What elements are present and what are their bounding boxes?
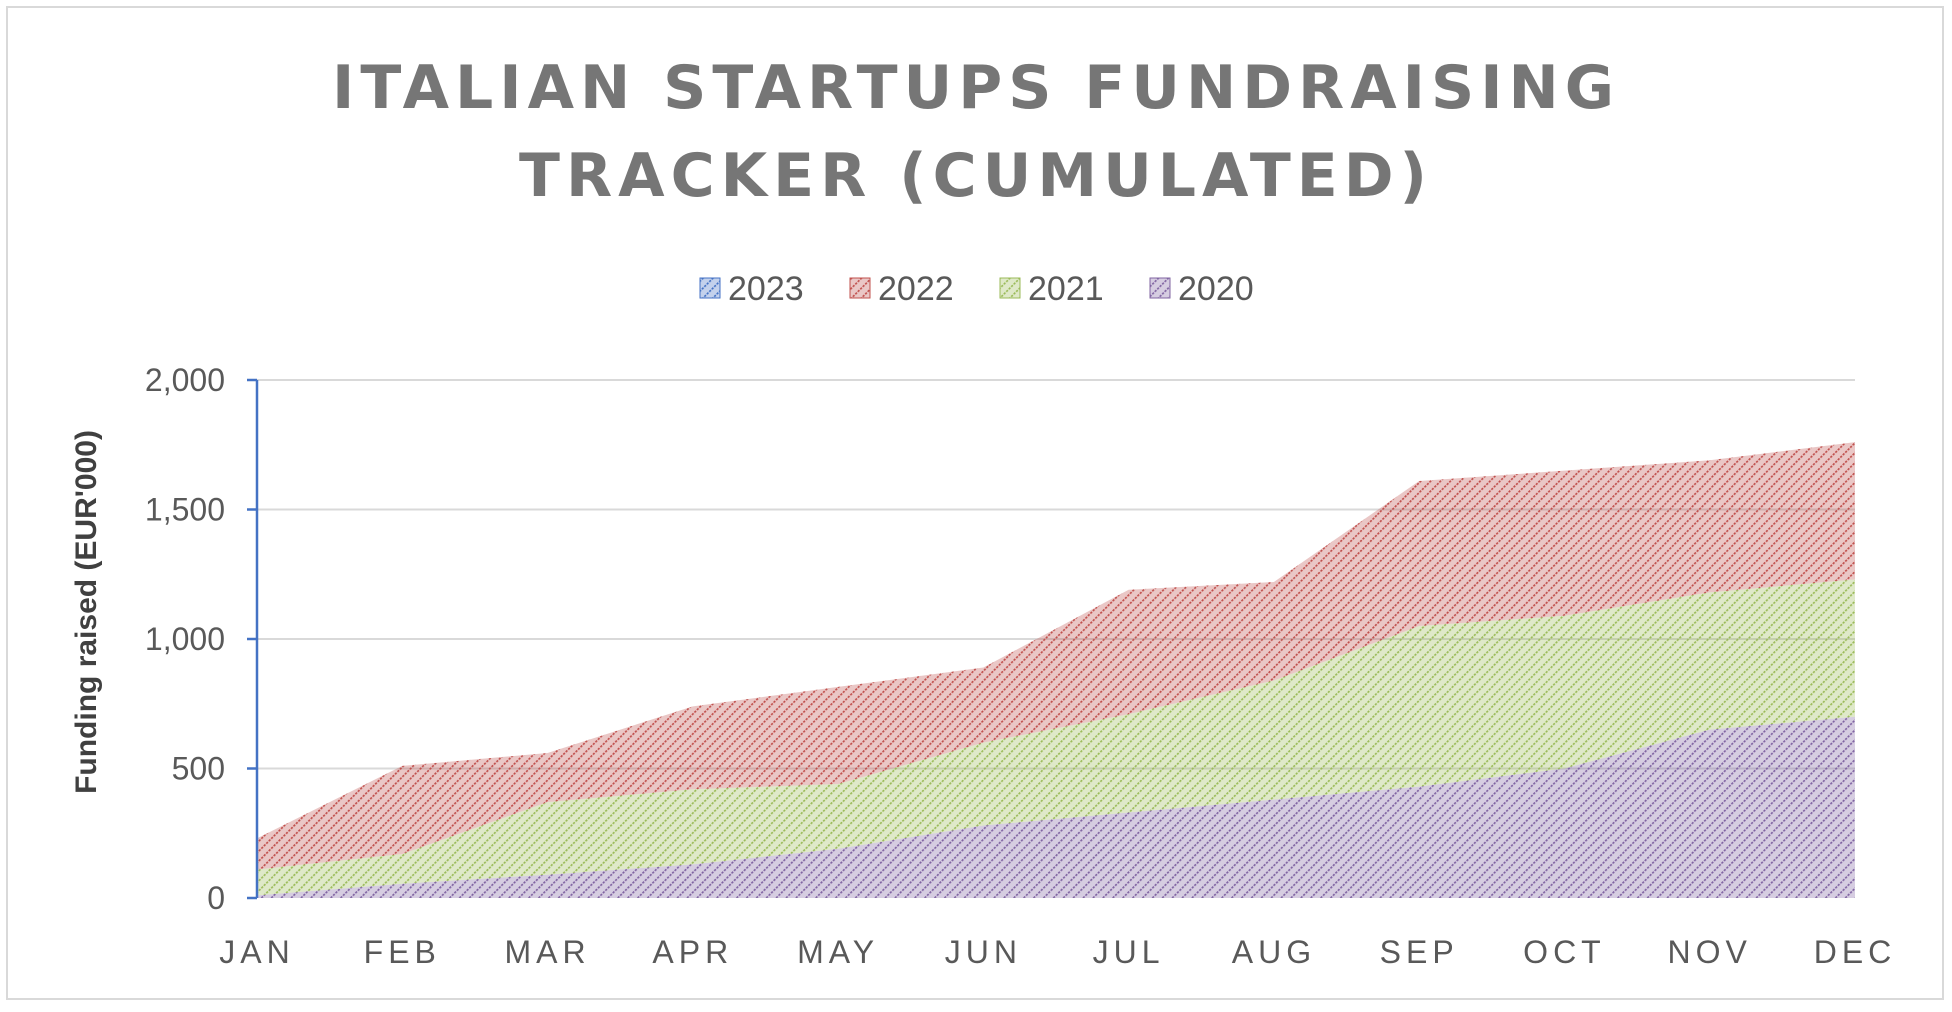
x-tick-label-aug: AUG: [1232, 934, 1316, 970]
x-tick-label-may: MAY: [797, 934, 879, 970]
x-tick-label-sep: SEP: [1380, 934, 1459, 970]
legend-label-2020: 2020: [1178, 270, 1254, 308]
legend-label-2022: 2022: [878, 270, 954, 308]
x-tick-label-nov: NOV: [1668, 934, 1752, 970]
chart-title-line-1: ITALIAN STARTUPS FUNDRAISING: [332, 53, 1620, 123]
x-tick-label-feb: FEB: [364, 934, 441, 970]
area-series-2021: [257, 579, 1855, 896]
x-tick-label-oct: OCT: [1523, 934, 1606, 970]
area-series-2020: [257, 716, 1855, 898]
legend-label-2023: 2023: [728, 270, 804, 308]
legend: 2023 2022 2021 2020: [699, 270, 1254, 308]
x-tick-label-mar: MAR: [504, 934, 590, 970]
legend-swatch-2021: [999, 277, 1021, 299]
series-areas: [257, 442, 1855, 898]
x-tick-label-jan: JAN: [219, 934, 294, 970]
x-tick-label-apr: APR: [652, 934, 733, 970]
y-tick-label-2: 1,000: [145, 621, 225, 657]
x-tick-label-dec: DEC: [1814, 934, 1897, 970]
y-axis-label: Funding raised (EUR'000): [70, 430, 103, 794]
legend-swatch-2022: [849, 277, 871, 299]
chart-title-line-2: TRACKER (CUMULATED): [519, 141, 1433, 211]
legend-label-2021: 2021: [1028, 270, 1104, 308]
x-tick-label-jul: JUL: [1093, 934, 1165, 970]
y-tick-labels: 0 500 1,000 1,500 2,000: [145, 362, 225, 916]
legend-item-2023: 2023: [699, 270, 804, 308]
x-tick-label-jun: JUN: [945, 934, 1022, 970]
x-tick-labels: JAN FEB MAR APR MAY JUN JUL AUG SEP OCT NOV DEC: [219, 934, 1897, 970]
y-tick-label-0: 0: [207, 880, 225, 916]
legend-swatch-2020: [1149, 277, 1171, 299]
legend-item-2021: 2021: [999, 270, 1104, 308]
legend-item-2020: 2020: [1149, 270, 1254, 308]
y-tick-label-4: 2,000: [145, 362, 225, 398]
y-tick-label-3: 1,500: [145, 492, 225, 528]
area-series-2022: [257, 442, 1855, 870]
axes: [247, 378, 259, 900]
legend-swatch-2023: [699, 277, 721, 299]
legend-item-2022: 2022: [849, 270, 954, 308]
y-tick-label-1: 500: [172, 751, 225, 787]
